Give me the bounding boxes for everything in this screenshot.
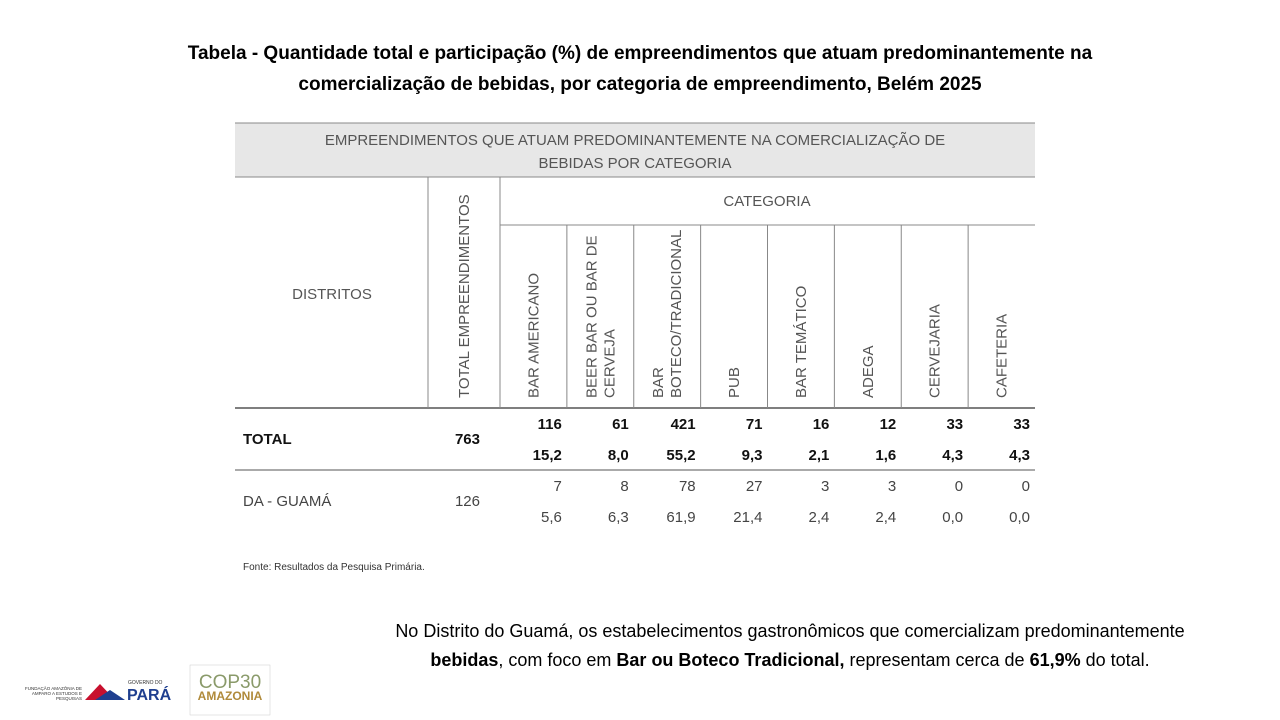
- logo-text: AMPARO A ESTUDOS E: [32, 691, 82, 696]
- district-header: DISTRITOS: [292, 286, 372, 303]
- logo-mark: [85, 664, 271, 716]
- caption: EMPREENDIMENTOS QUE ATUAM PREDOMINANTEME…: [325, 132, 945, 149]
- rotated-header: CAFETERIA: [994, 314, 1011, 398]
- paragraph-segment: representam cerca de: [844, 650, 1029, 670]
- logo-text: FUNDAÇÃO AMAZÔNIA DE: [25, 685, 82, 691]
- cell: 1,6: [875, 447, 896, 464]
- cell: 15,2: [533, 447, 562, 464]
- row-total: 126: [455, 493, 480, 510]
- cell: 33: [946, 416, 963, 433]
- cell: 2,4: [875, 509, 896, 526]
- row-label: DA - GUAMÁ: [243, 493, 331, 510]
- cell: 4,3: [1009, 447, 1030, 464]
- cell: 2,1: [809, 447, 830, 464]
- rotated-header: BEER BAR OU BAR DE: [583, 235, 600, 398]
- cell: 116: [538, 416, 562, 433]
- cell: 55,2: [666, 447, 695, 464]
- logo-text: COP30: [199, 672, 261, 693]
- cell: 61,9: [666, 509, 695, 526]
- rotated-header: CERVEJARIA: [927, 304, 944, 398]
- cell: 61: [612, 416, 629, 433]
- paragraph-segment: No Distrito do Guamá, os estabelecimento…: [395, 621, 1184, 641]
- cell: 2,4: [809, 509, 830, 526]
- cell: 16: [813, 416, 830, 433]
- logo-text: GOVERNO DO: [128, 680, 163, 686]
- cell: 0,0: [942, 509, 963, 526]
- cell: 33: [1013, 416, 1030, 433]
- cell: 3: [888, 478, 896, 495]
- cell: 7: [554, 478, 562, 495]
- paragraph-segment: 61,9%: [1030, 650, 1081, 670]
- cell: 5,6: [541, 509, 562, 526]
- cell: 8,0: [608, 447, 629, 464]
- paragraph-segment: bebidas: [430, 650, 498, 670]
- rotated-header: BAR TEMÁTICO: [793, 286, 810, 398]
- rotated-header: BAR: [650, 367, 667, 398]
- paragraph-segment: Bar ou Boteco Tradicional,: [616, 650, 844, 670]
- row-total: 763: [455, 431, 480, 448]
- cell: 0: [955, 478, 963, 495]
- cell: 4,3: [942, 447, 963, 464]
- logo-text: AMAZONIA: [198, 689, 263, 703]
- rotated-header: PUB: [726, 367, 743, 398]
- cell: 3: [821, 478, 829, 495]
- cell: 71: [746, 416, 763, 433]
- cell: 6,3: [608, 509, 629, 526]
- cell: 78: [679, 478, 696, 495]
- cell: 21,4: [733, 509, 762, 526]
- rotated-header: CERVEJA: [601, 329, 618, 398]
- title: Tabela - Quantidade total e participação…: [188, 43, 1093, 64]
- caption: BEBIDAS POR CATEGORIA: [538, 155, 731, 172]
- cell: 12: [880, 416, 897, 433]
- paragraph-segment: do total.: [1081, 650, 1150, 670]
- rotated-header: TOTAL EMPREENDIMENTOS: [456, 194, 473, 398]
- row-label: TOTAL: [243, 431, 292, 448]
- paragraph-line: No Distrito do Guamá, os estabelecimento…: [395, 621, 1184, 641]
- cell: 8: [620, 478, 628, 495]
- cell: 9,3: [742, 447, 763, 464]
- logo-text: PESQUISAS: [56, 696, 82, 701]
- logo-text: PARÁ: [127, 685, 172, 704]
- rotated-header: BOTECO/TRADICIONAL: [668, 230, 685, 398]
- category-header: CATEGORIA: [723, 193, 810, 210]
- paragraph-line: bebidas, com foco em Bar ou Boteco Tradi…: [430, 650, 1149, 670]
- caption-band: [235, 123, 1035, 177]
- source: Fonte: Resultados da Pesquisa Primária.: [243, 562, 425, 573]
- cell: 421: [671, 416, 696, 433]
- cell: 0,0: [1009, 509, 1030, 526]
- paragraph-segment: , com foco em: [498, 650, 616, 670]
- cell: 0: [1022, 478, 1030, 495]
- rotated-header: BAR AMERICANO: [525, 273, 542, 398]
- title: comercialização de bebidas, por categori…: [298, 74, 982, 95]
- rotated-header: ADEGA: [860, 345, 877, 398]
- cell: 27: [746, 478, 763, 495]
